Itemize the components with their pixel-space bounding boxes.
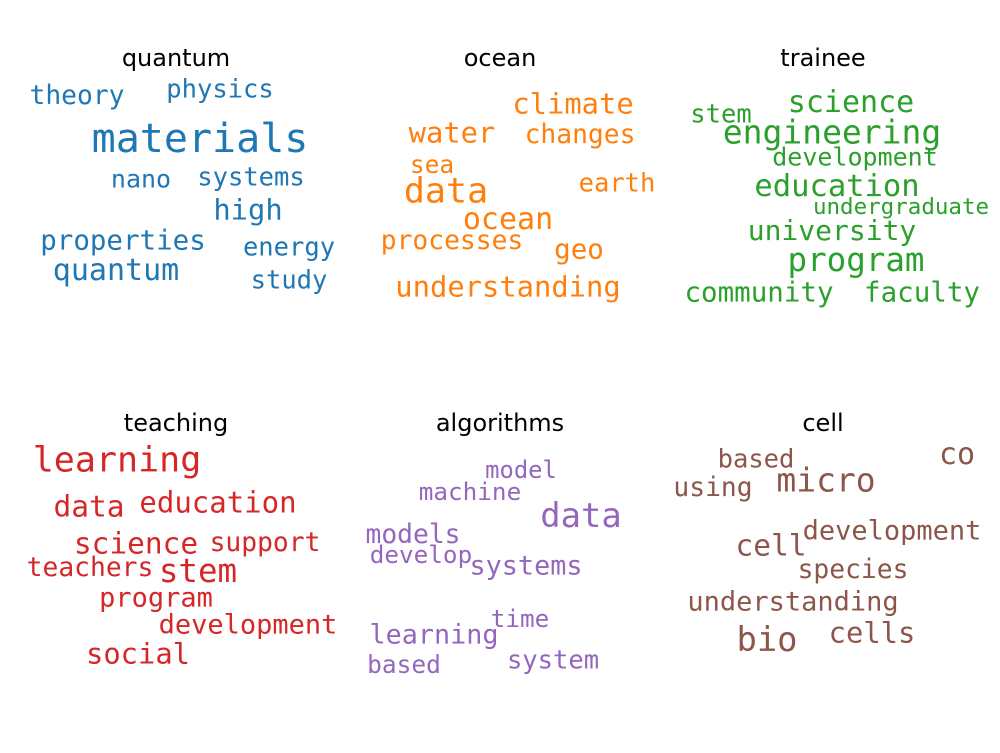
wordcloud-word: understanding (687, 586, 899, 618)
wordcloud-word: learning (32, 440, 202, 481)
wordcloud-word: energy (242, 232, 336, 263)
panel-title: algorithms (435, 409, 565, 437)
wordcloud-word: machine (418, 476, 522, 506)
panel-title: ocean (463, 44, 537, 72)
wordcloud-word: program (787, 240, 925, 279)
wordcloud-word: based (367, 649, 441, 679)
wordcloud-word: faculty (864, 276, 980, 309)
wordcloud-word: stem (158, 551, 238, 590)
wordcloud-word: model (485, 456, 557, 485)
wordcloud-word: learning (369, 619, 499, 651)
wordcloud-word: using (673, 472, 753, 503)
wordcloud-word: data (540, 496, 622, 536)
wordcloud-word: geo (554, 233, 604, 266)
panel-title: cell (802, 409, 844, 437)
wordcloud-word: university (747, 214, 917, 247)
wordcloud-word: cell (735, 528, 807, 563)
panel-title: teaching (123, 409, 229, 437)
wordcloud-word: changes (524, 119, 636, 150)
panel-title: trainee (780, 44, 866, 72)
wordcloud-word: micro (776, 460, 876, 500)
wordcloud-word: bio (736, 620, 798, 660)
wordcloud-word: physics (166, 74, 274, 105)
wordcloud-word: study (250, 265, 328, 296)
wordcloud-word: earth (578, 168, 656, 199)
wordcloud-word: sea (409, 149, 455, 179)
wordcloud-word: ocean (462, 202, 554, 237)
wordcloud-word: high (213, 192, 283, 227)
wordcloud-word: understanding (395, 269, 621, 304)
wordcloud-word: development (802, 515, 982, 547)
wordcloud-word: stem (690, 99, 752, 130)
wordcloud-word: models (365, 519, 461, 550)
wordcloud-word: education (754, 168, 920, 204)
wordcloud-word: data (403, 171, 489, 212)
wordcloud-word: develop (369, 539, 473, 569)
wordcloud-word: program (99, 582, 213, 614)
wordcloud-word: development (158, 609, 338, 641)
wordcloud-word: processes (380, 225, 524, 256)
panel-title: quantum (121, 44, 231, 72)
wordcloud-word: time (490, 603, 550, 633)
wordcloud-word: education (139, 485, 297, 520)
wordcloud-word: community (684, 276, 834, 309)
wordcloud-word: undergraduate (812, 193, 990, 220)
wordcloud-word: quantum (52, 253, 180, 288)
wordcloud-word: system (506, 645, 600, 676)
wordcloud-word: species (797, 554, 909, 585)
wordcloud-word: cells (828, 615, 916, 650)
wordcloud-word: materials (91, 116, 309, 162)
wordcloud-word: development (772, 142, 938, 172)
wordcloud-word: teachers (26, 552, 154, 583)
wordcloud-word: systems (197, 162, 305, 193)
wordcloud-word: co (938, 437, 976, 472)
wordcloud-word: systems (469, 550, 583, 582)
wordcloud-word: engineering (722, 112, 942, 152)
wordcloud-word: science (787, 85, 915, 120)
wordcloud-word: data (53, 489, 125, 524)
wordcloud-word: water (408, 115, 496, 150)
wordcloud-word: climate (512, 86, 634, 121)
wordcloud-word: nano (110, 164, 172, 194)
wordcloud-word: social (85, 636, 191, 671)
wordcloud-word: science (73, 526, 199, 561)
wordcloud-word: support (209, 527, 321, 558)
wordcloud-word: based (717, 444, 795, 475)
wordcloud-word: properties (40, 224, 206, 257)
wordcloud-word: theory (29, 80, 125, 111)
